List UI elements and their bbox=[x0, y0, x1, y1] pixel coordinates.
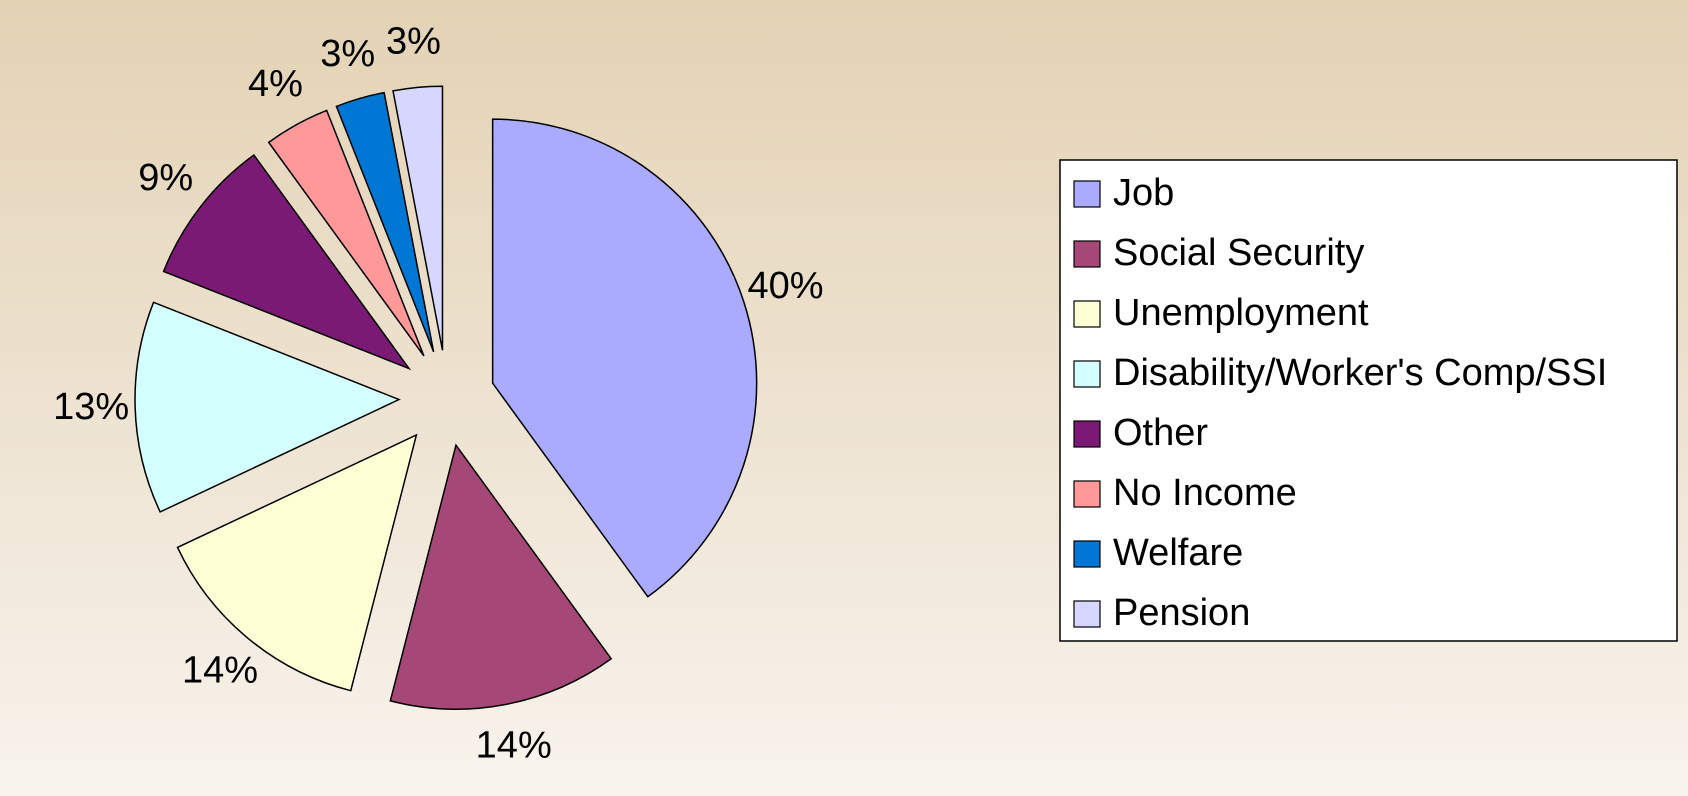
pie-slice bbox=[491, 118, 758, 598]
pie-slice bbox=[176, 433, 418, 692]
legend-swatch bbox=[1073, 480, 1101, 508]
legend-label: Pension bbox=[1113, 592, 1250, 634]
pie: 40% 14% 14% 13% 9% 4% 3% 3% bbox=[53, 21, 823, 767]
legend-label: No Income bbox=[1113, 472, 1297, 514]
legend-swatch bbox=[1073, 360, 1101, 388]
pie-slice bbox=[392, 85, 444, 351]
legend-label: Job bbox=[1113, 172, 1174, 214]
legend-swatch bbox=[1073, 600, 1101, 628]
legend-swatch bbox=[1073, 300, 1101, 328]
legend-swatch bbox=[1073, 180, 1101, 208]
data-label: 3% bbox=[386, 21, 441, 63]
pie-slice bbox=[162, 153, 412, 371]
pie-slice bbox=[267, 109, 425, 357]
pie-slice bbox=[335, 91, 435, 353]
legend-box bbox=[1059, 159, 1678, 642]
data-label: 4% bbox=[248, 63, 303, 105]
legend-label: Other bbox=[1113, 412, 1208, 454]
legend-label: Social Security bbox=[1113, 232, 1364, 274]
legend-label: Disability/Worker's Comp/SSI bbox=[1113, 352, 1607, 394]
legend-label: Welfare bbox=[1113, 532, 1243, 574]
data-label: 3% bbox=[320, 33, 375, 75]
legend-swatch bbox=[1073, 540, 1101, 568]
data-label: 13% bbox=[53, 386, 129, 428]
legend-swatch bbox=[1073, 420, 1101, 448]
legend-label: Unemployment bbox=[1113, 292, 1369, 334]
legend-swatch bbox=[1073, 240, 1101, 268]
data-label: 9% bbox=[138, 157, 193, 199]
data-label: 14% bbox=[182, 649, 258, 691]
pie-slice bbox=[389, 443, 613, 710]
data-label: 14% bbox=[476, 725, 552, 767]
legend: Job Social Security Unemployment Disability… bbox=[1059, 159, 1678, 642]
pie-slice bbox=[134, 301, 401, 513]
data-label: 40% bbox=[748, 265, 824, 307]
